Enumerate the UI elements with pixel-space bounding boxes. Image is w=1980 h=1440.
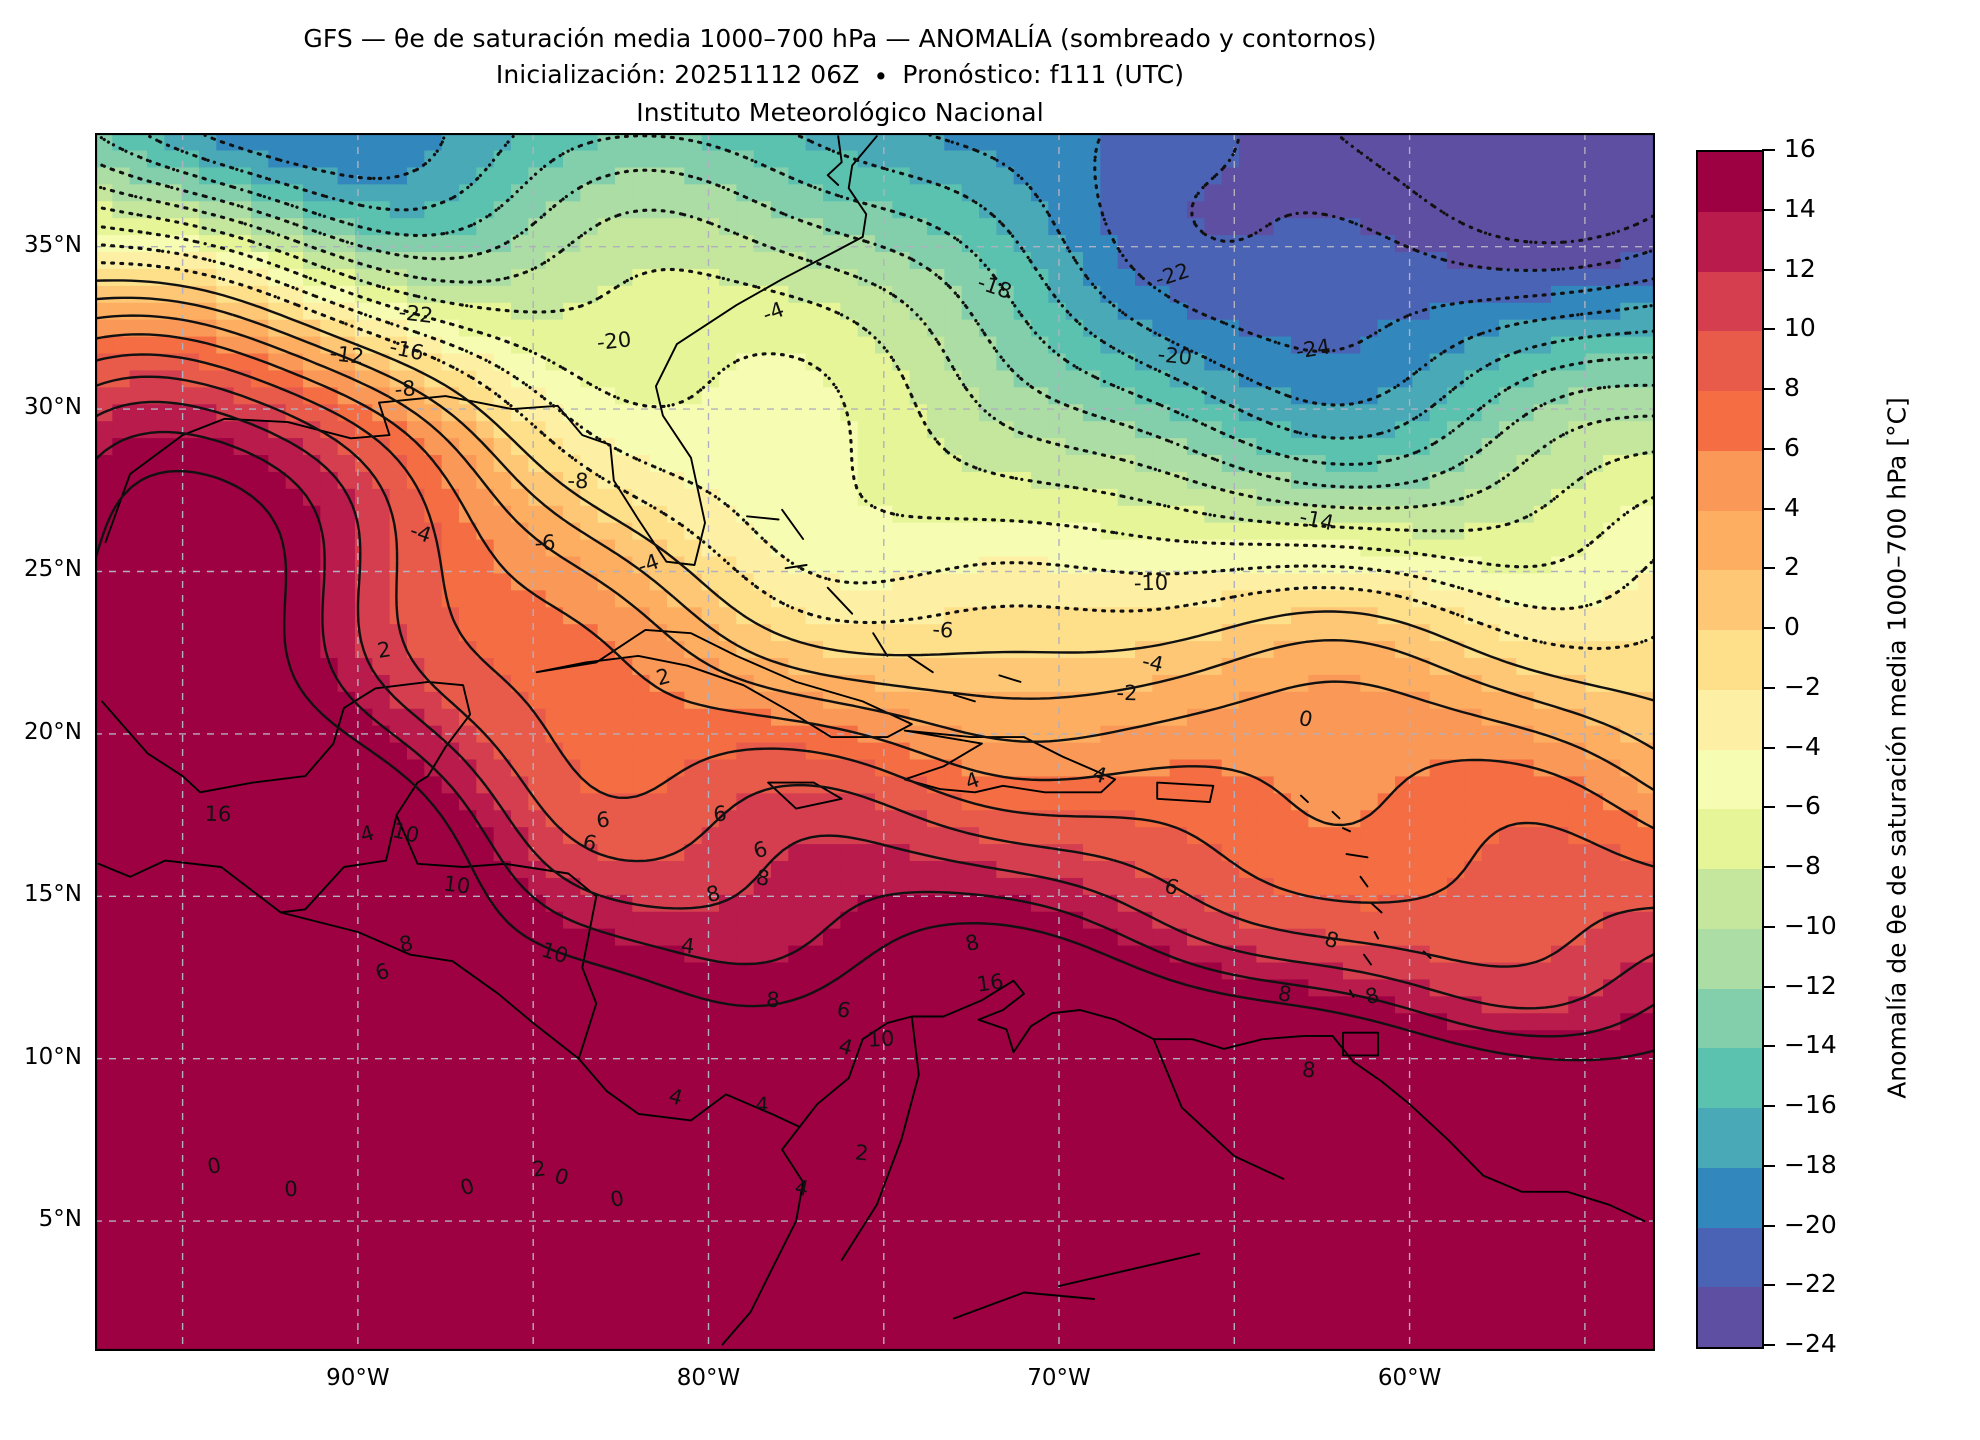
colorbar-tick-label: 2	[1784, 552, 1800, 582]
colorbar-tick-label: −12	[1784, 970, 1837, 1000]
colorbar-tick-label: −20	[1784, 1209, 1837, 1239]
longitude-tick-60w: 60°W	[1377, 1365, 1442, 1391]
latitude-tick-30n: 30°N	[24, 394, 82, 421]
figure-titles: GFS — θe de saturación media 1000–700 hP…	[0, 0, 1680, 129]
figure-title-institution: Instituto Meteorológico Nacional	[636, 97, 1044, 127]
colorbar-tick-mark	[1762, 1284, 1775, 1287]
colorbar-tick-label: −2	[1784, 671, 1821, 701]
colorbar-tick-label: −14	[1784, 1030, 1837, 1060]
colorbar-band-10-12	[1698, 271, 1762, 332]
colorbar-tick-label: −18	[1784, 1149, 1837, 1179]
longitude-tick-70w: 70°W	[1027, 1365, 1091, 1391]
colorbar-band--22--20	[1698, 1227, 1762, 1288]
longitude-tick-90w: 90°W	[326, 1365, 390, 1391]
colorbar-tick-label: 6	[1784, 432, 1800, 462]
colorbar-tick-mark	[1762, 1224, 1775, 1227]
latitude-tick-25n: 25°N	[24, 556, 82, 583]
colorbar-tick-label: −10	[1784, 910, 1837, 940]
figure-title-run: Inicialización: 20251112 06Z • Pronóstico:…	[0, 55, 1680, 93]
colorbar-band-4-6	[1698, 450, 1762, 511]
colorbar-label: Anomalía de θe de saturación media 1000–…	[1880, 150, 1914, 1345]
colorbar-tick-mark	[1762, 806, 1775, 809]
latitude-tick-10n: 10°N	[24, 1043, 82, 1070]
colorbar-band--24--22	[1698, 1287, 1762, 1347]
colorbar-band--6--4	[1698, 749, 1762, 810]
colorbar-tick-label: −16	[1784, 1090, 1837, 1119]
colorbar-tick-label: −22	[1784, 1269, 1837, 1299]
colorbar-band--20--18	[1698, 1167, 1762, 1228]
colorbar-tick-label: 0	[1784, 612, 1800, 641]
colorbar-tick-mark	[1762, 985, 1775, 988]
latitude-tick-35n: 35°N	[24, 231, 82, 258]
colorbar-tick-mark	[1762, 567, 1775, 570]
colorbar-tick-mark	[1762, 1105, 1775, 1108]
colorbar-band-8-10	[1698, 331, 1762, 391]
map-axes[interactable]: -22 -16 -12 -20 -18 -22 -20 -24 -8 -4 -8 -4 -6 -4 -14-…	[95, 133, 1655, 1351]
colorbar-tick-mark	[1762, 388, 1775, 391]
colorbar-band-14-16	[1698, 152, 1762, 212]
colorbar-band-12-14	[1698, 211, 1762, 272]
colorbar-tick-label: 4	[1784, 492, 1800, 522]
map-frame	[95, 133, 1655, 1351]
colorbar-tick-mark	[1762, 149, 1775, 152]
colorbar[interactable]	[1696, 150, 1764, 1349]
latitude-tick-20n: 20°N	[24, 718, 82, 745]
colorbar-tick-label: −24	[1784, 1329, 1837, 1358]
colorbar-band--16--14	[1698, 1048, 1762, 1108]
colorbar-tick-mark	[1762, 746, 1775, 749]
figure-title-main: GFS — θe de saturación media 1000–700 hP…	[303, 24, 1377, 53]
colorbar-tick-label: 12	[1784, 253, 1816, 283]
colorbar-tick-mark	[1762, 1164, 1775, 1167]
longitude-tick-80w: 80°W	[676, 1365, 741, 1391]
colorbar-tick-mark	[1762, 627, 1775, 630]
colorbar-tick-label: −6	[1784, 791, 1821, 821]
colorbar-tick-mark	[1762, 925, 1775, 928]
colorbar-tick-label: 14	[1784, 193, 1816, 223]
latitude-tick-5n: 5°N	[38, 1206, 82, 1233]
colorbar-tick-mark	[1762, 507, 1775, 510]
bullet-separator: •	[873, 61, 889, 91]
colorbar-tick-mark	[1762, 447, 1775, 450]
colorbar-tick-label: −4	[1784, 731, 1821, 761]
init-text: Inicialización: 20251112 06Z	[495, 60, 860, 89]
colorbar-tick-mark	[1762, 866, 1775, 869]
anomaly-map[interactable]: -22-16-12 -20-18 -22-20 -24-8-4-8-4 -6-4-14-…	[95, 133, 1655, 1351]
colorbar-tick-mark	[1762, 268, 1775, 271]
colorbar-tick-mark	[1762, 1045, 1775, 1048]
colorbar-band-6-8	[1698, 391, 1762, 451]
colorbar-band-0-2	[1698, 570, 1762, 630]
colorbar-tick-mark	[1762, 208, 1775, 211]
colorbar-band--2-0	[1698, 630, 1762, 690]
colorbar-tick-mark	[1762, 1344, 1775, 1347]
colorbar-band--12--10	[1698, 928, 1762, 989]
colorbar-tick-label: 10	[1784, 313, 1816, 343]
colorbar-band-2-4	[1698, 510, 1762, 571]
forecast-text: Pronóstico: f111 (UTC)	[902, 60, 1185, 89]
colorbar-label-text: Anomalía de θe de saturación media 1000–…	[1882, 396, 1912, 1099]
latitude-tick-15n: 15°N	[24, 881, 82, 908]
colorbar-band--14--12	[1698, 988, 1762, 1049]
colorbar-band--8--6	[1698, 809, 1762, 869]
colorbar-tick-mark	[1762, 328, 1775, 331]
colorbar-tick-mark	[1762, 686, 1775, 689]
colorbar-tick-label: −8	[1784, 851, 1821, 880]
colorbar-band--18--16	[1698, 1108, 1762, 1168]
colorbar-band--10--8	[1698, 869, 1762, 929]
colorbar-tick-label: 16	[1784, 134, 1816, 163]
colorbar-tick-label: 8	[1784, 373, 1800, 402]
colorbar-band--4--2	[1698, 689, 1762, 750]
